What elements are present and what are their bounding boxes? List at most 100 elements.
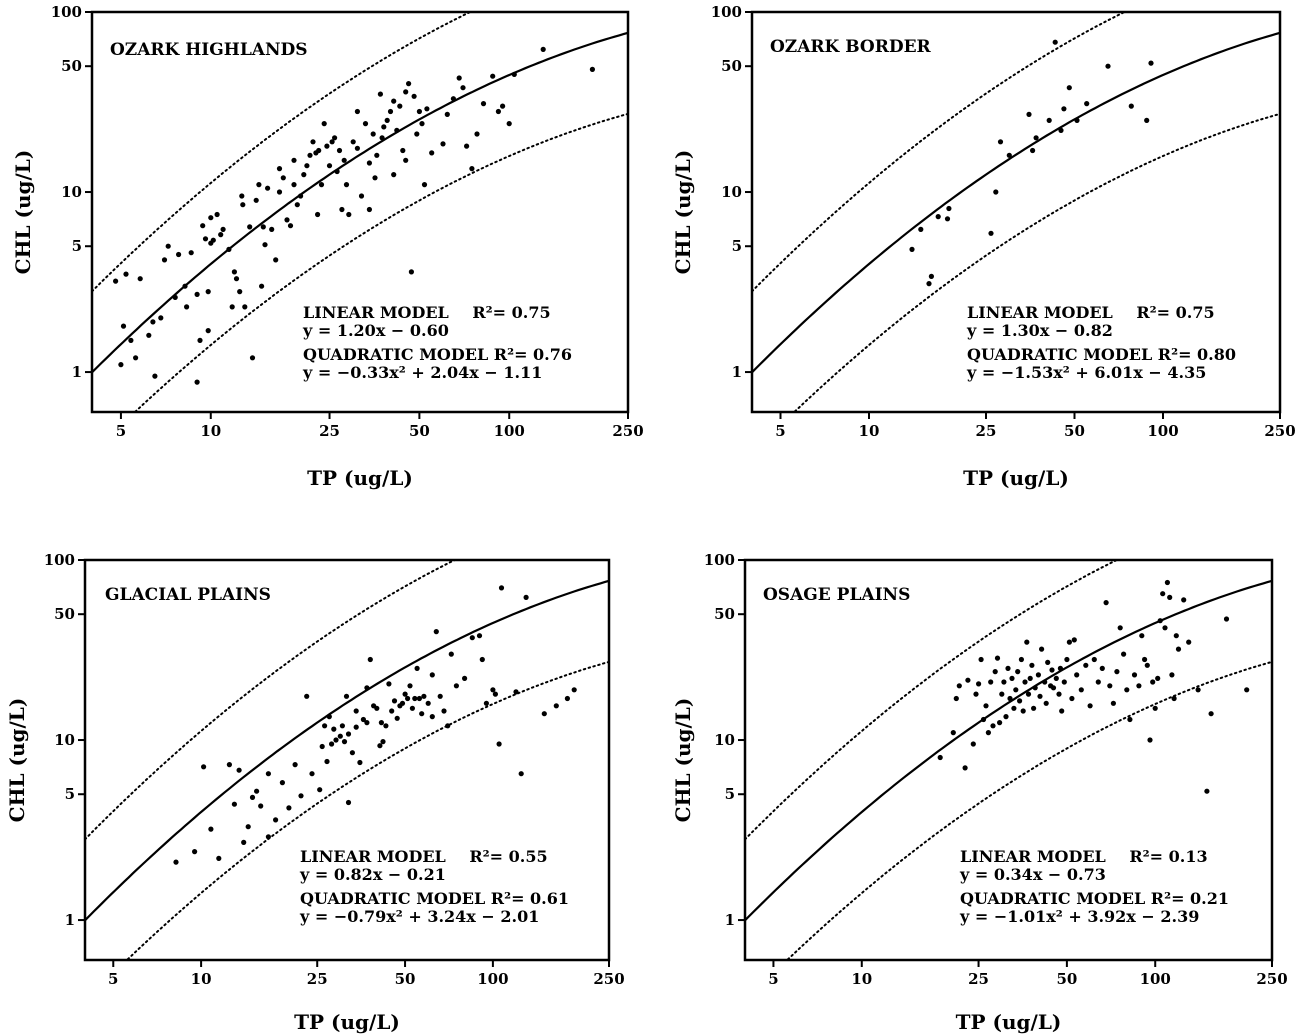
data-point: [249, 794, 256, 801]
data-point: [1058, 127, 1064, 133]
x-tick-label: 5: [116, 422, 126, 440]
data-point: [1033, 135, 1039, 141]
data-point: [374, 152, 380, 158]
data-point: [950, 730, 956, 736]
data-point: [973, 691, 979, 697]
data-point: [1208, 711, 1214, 717]
data-point: [339, 723, 345, 729]
data-point: [394, 127, 400, 133]
data-point: [1053, 675, 1059, 682]
data-point: [286, 805, 292, 811]
data-point: [205, 328, 211, 334]
data-point: [1017, 698, 1023, 704]
data-point: [341, 739, 348, 745]
x-tick-label: 10: [851, 970, 872, 988]
data-point: [500, 103, 506, 109]
data-point: [1069, 695, 1075, 702]
lower-bound-line: [125, 660, 609, 960]
data-point: [366, 206, 372, 213]
data-point: [1015, 669, 1021, 675]
data-point: [1026, 111, 1032, 117]
data-point: [269, 226, 275, 232]
x-tick-label: 25: [307, 970, 328, 988]
data-point: [1144, 117, 1150, 123]
data-point: [259, 283, 265, 289]
y-tick-label: 50: [61, 57, 82, 75]
data-point: [1087, 703, 1093, 709]
data-point: [214, 211, 220, 218]
data-point: [372, 175, 378, 181]
data-point: [249, 355, 256, 361]
data-point: [350, 139, 356, 145]
data-point: [150, 319, 156, 325]
data-point: [298, 793, 304, 799]
linear-model-equation: y = 0.82x − 0.21: [299, 865, 446, 884]
data-point: [208, 215, 214, 221]
data-point: [935, 214, 941, 220]
lower-bound-line: [792, 112, 1280, 412]
data-point: [265, 771, 271, 777]
data-point: [1018, 656, 1024, 663]
data-point: [926, 281, 932, 287]
data-point: [1195, 687, 1201, 693]
data-point: [182, 283, 188, 289]
data-point: [237, 289, 243, 295]
data-point: [1039, 646, 1045, 652]
data-point: [152, 373, 158, 379]
data-point: [201, 764, 207, 770]
data-point: [292, 762, 298, 768]
data-point: [1031, 705, 1037, 711]
linear-model-label: LINEAR MODEL R²= 0.55: [300, 847, 548, 866]
data-point: [192, 849, 198, 855]
data-point: [381, 124, 387, 130]
data-point: [1027, 675, 1033, 682]
data-point: [407, 683, 413, 689]
data-point: [937, 754, 943, 761]
x-tick-label: 5: [768, 970, 778, 988]
data-point: [258, 803, 264, 809]
data-point: [498, 585, 505, 591]
data-point: [309, 771, 315, 777]
data-point: [202, 236, 209, 242]
panel-title: OZARK HIGHLANDS: [110, 40, 308, 60]
data-point: [1155, 675, 1161, 682]
data-point: [146, 332, 152, 338]
data-point: [571, 687, 577, 693]
linear-model-equation: y = 1.30x − 0.82: [966, 321, 1113, 340]
data-point: [411, 93, 417, 99]
data-point: [172, 294, 178, 300]
data-point: [1042, 679, 1048, 685]
data-point: [242, 304, 248, 310]
data-point: [337, 733, 343, 739]
y-tick-label: 5: [732, 237, 742, 255]
data-point: [262, 242, 268, 248]
data-point: [389, 708, 395, 714]
data-point: [490, 73, 496, 79]
data-point: [254, 788, 260, 794]
data-point: [265, 834, 271, 840]
data-point: [1025, 691, 1032, 697]
data-point: [1103, 600, 1109, 606]
data-point: [437, 693, 443, 699]
data-point: [205, 289, 211, 295]
data-point: [334, 168, 340, 175]
upper-bound-line: [745, 560, 1120, 841]
data-point: [1162, 625, 1168, 631]
data-point: [287, 223, 294, 229]
data-point: [343, 693, 350, 699]
data-point: [1020, 708, 1026, 714]
data-point: [414, 665, 420, 672]
data-point: [239, 193, 245, 199]
data-point: [469, 635, 475, 641]
data-point: [403, 89, 409, 95]
quadratic-model-equation: y = −0.79x² + 3.24x − 2.01: [299, 907, 539, 926]
x-tick-label: 100: [494, 422, 525, 440]
data-point: [444, 111, 450, 117]
data-point: [490, 687, 496, 693]
data-point: [358, 193, 365, 199]
data-point: [384, 117, 390, 123]
data-point: [946, 205, 952, 212]
data-point: [962, 765, 968, 771]
data-point: [999, 691, 1005, 697]
data-point: [229, 304, 235, 310]
